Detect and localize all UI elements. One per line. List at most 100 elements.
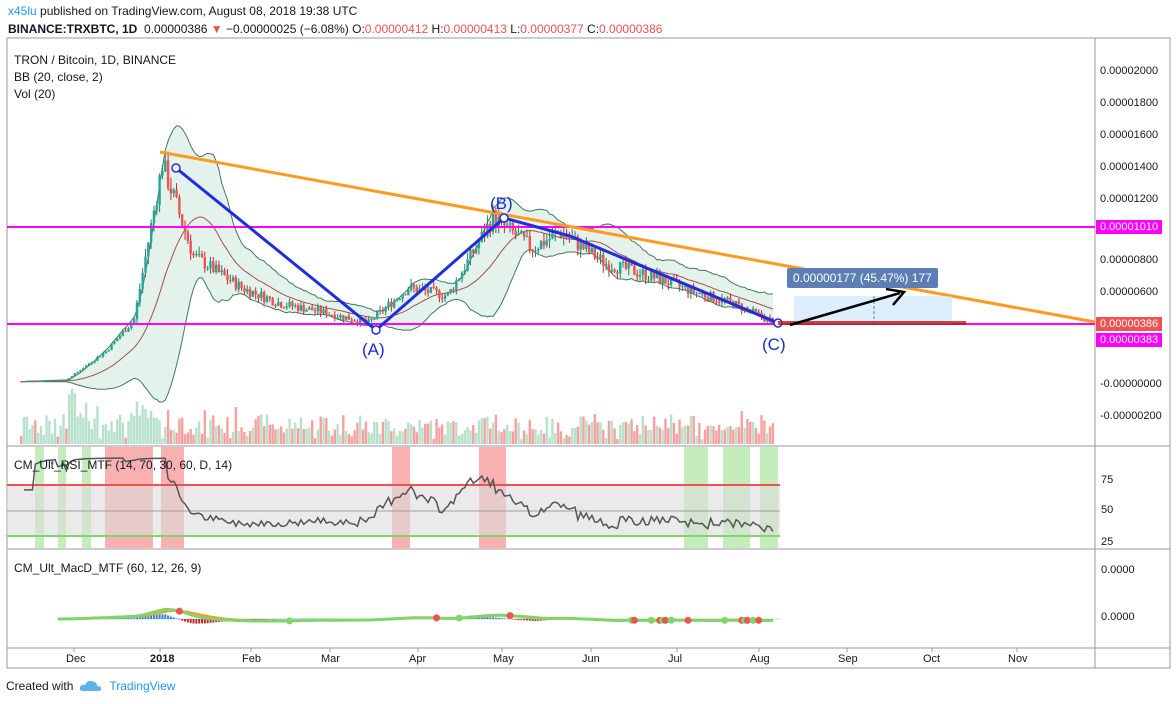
volume-bar — [359, 415, 362, 444]
wave-label-b: (B) — [490, 194, 513, 213]
volume-bar — [703, 429, 707, 444]
author-name[interactable]: x45lu — [8, 4, 37, 18]
candle-body — [141, 272, 144, 289]
cloud-icon — [80, 680, 102, 691]
macd-cross-dot — [721, 616, 729, 624]
volume-bar — [732, 429, 735, 444]
volume-bar — [757, 433, 760, 444]
macd-hist-bar — [167, 615, 170, 619]
volume-bar — [768, 426, 772, 444]
time-tick: Feb — [242, 653, 261, 665]
candle-body — [455, 280, 458, 291]
rsi-tick: 75 — [1101, 474, 1114, 486]
volume-bar — [551, 418, 554, 444]
candle-body — [192, 253, 195, 256]
volume-bar — [737, 426, 741, 444]
candle-body — [472, 249, 475, 254]
candle-body — [505, 224, 509, 226]
macd-hist-bar — [147, 615, 150, 619]
volume-bar — [370, 433, 373, 444]
volume-bar — [585, 420, 588, 444]
macd-cross-dot — [743, 616, 751, 624]
candle-body — [457, 278, 461, 281]
volume-bar — [152, 417, 156, 444]
candle-body — [751, 308, 755, 312]
open-value: 0.00000412 — [364, 22, 429, 36]
candle-body — [333, 315, 337, 319]
volume-bar — [110, 421, 113, 444]
candle-body — [407, 289, 410, 296]
publish-info: x45lu published on TradingView.com, Augu… — [8, 4, 357, 18]
volume-bar — [664, 418, 667, 444]
time-tick: Aug — [750, 653, 770, 665]
candle-body — [209, 261, 212, 269]
volume-bar — [22, 417, 26, 444]
time-tick: Sep — [838, 653, 858, 665]
volume-bar — [195, 427, 198, 444]
volume-bar — [288, 418, 291, 444]
volume-bar — [489, 428, 492, 444]
candle-body — [234, 277, 238, 290]
volume-bar — [630, 419, 633, 444]
candle-body — [429, 287, 433, 293]
candle-body — [107, 350, 110, 352]
candle-body — [260, 292, 263, 299]
candle-body — [531, 249, 534, 252]
volume-bar — [172, 430, 175, 444]
candle-body — [460, 272, 464, 279]
volume-bar — [483, 418, 486, 444]
candle-body — [254, 290, 257, 295]
candle-body — [469, 249, 472, 260]
candle-body — [737, 301, 741, 304]
volume-bar — [161, 438, 164, 444]
wave-point-a — [371, 325, 381, 335]
volume-bar — [441, 424, 444, 444]
macd-hist-bar — [500, 618, 503, 619]
volume-bar — [695, 435, 698, 444]
volume-bar — [669, 414, 673, 444]
volume-bar — [155, 417, 158, 444]
candle-body — [757, 311, 760, 313]
volume-bar — [240, 427, 243, 444]
candle-body — [392, 300, 396, 308]
volume-bar — [376, 422, 379, 444]
macd-hist-bar — [503, 618, 506, 619]
volume-bar — [412, 426, 416, 444]
volume-bar — [302, 428, 305, 444]
volume-bar — [138, 415, 142, 444]
candle-body — [370, 318, 373, 320]
down-arrow-icon: ▼ — [210, 22, 223, 36]
macd-hist-bar — [119, 618, 122, 619]
candle-body — [110, 343, 113, 351]
volume-bar — [96, 406, 99, 444]
tradingview-link[interactable]: TradingView — [109, 679, 176, 693]
volume-bar — [596, 422, 599, 444]
candle-body — [754, 308, 758, 312]
volume-bar — [274, 429, 277, 444]
volume-bar — [474, 432, 478, 444]
candle-body — [350, 319, 353, 321]
candle-body — [452, 288, 455, 291]
candle-body — [155, 204, 158, 211]
macd-tick: 0.0000 — [1101, 564, 1135, 576]
candle-body — [534, 250, 537, 252]
bb-fill — [21, 125, 773, 403]
volume-bar — [254, 419, 257, 444]
volume-bar — [231, 432, 235, 444]
volume-bar — [650, 429, 653, 444]
candle-body — [200, 253, 204, 258]
candle-body — [51, 380, 54, 382]
volume-bar — [424, 423, 427, 444]
volume-bar — [616, 438, 619, 444]
volume-legend: Vol (20) — [14, 87, 56, 101]
macd-hist-bar — [489, 617, 492, 619]
time-tick: Dec — [66, 653, 86, 665]
volume-bar — [675, 433, 678, 444]
candle-body — [19, 381, 23, 383]
volume-bar — [554, 433, 557, 444]
volume-bar — [319, 416, 322, 444]
volume-bar — [652, 416, 656, 444]
candle-body — [585, 243, 588, 250]
candle-body — [237, 282, 240, 290]
